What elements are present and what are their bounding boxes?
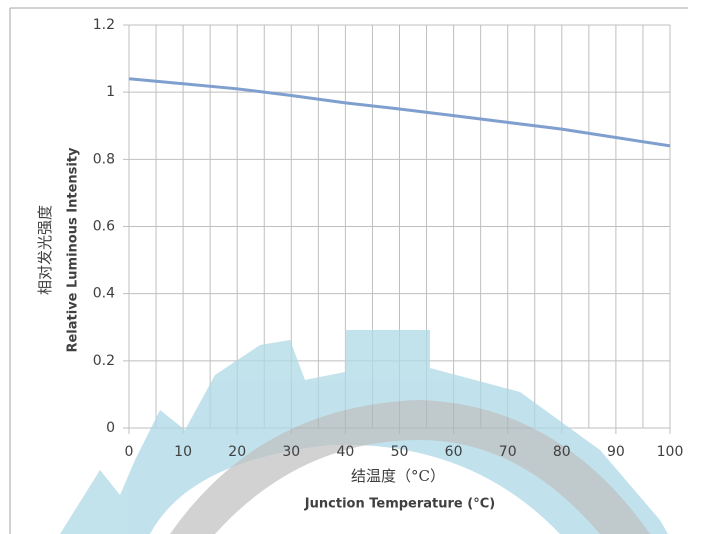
y-axis-title-en: Relative Luminous Intensity [66,147,81,353]
x-tick-label: 80 [553,444,571,460]
x-tick-label: 90 [607,444,625,460]
y-tick-label: 0.8 [93,151,115,167]
watermark [60,330,668,534]
y-axis-title: 相对发光强度 [36,205,54,295]
x-tick-label: 50 [391,444,409,460]
x-tick-label: 100 [657,444,684,460]
x-tick-label: 60 [445,444,463,460]
y-tick-label: 1.2 [93,17,115,33]
x-tick-label: 20 [228,444,246,460]
x-tick-label: 0 [125,444,134,460]
x-tick-label: 30 [282,444,300,460]
y-tick-label: 0.6 [93,219,115,235]
x-tick-label: 10 [174,444,192,460]
y-tick-label: 0 [106,420,115,436]
x-tick-label: 70 [499,444,517,460]
x-axis-title: 结温度（°C） [351,467,445,485]
data-line [128,77,671,148]
y-tick-label: 1 [106,84,115,100]
x-tick-label: 40 [336,444,354,460]
x-axis-title-en: Junction Temperature (°C) [304,497,495,512]
y-tick-label: 0.4 [93,286,115,302]
y-tick-label: 0.2 [93,353,115,369]
